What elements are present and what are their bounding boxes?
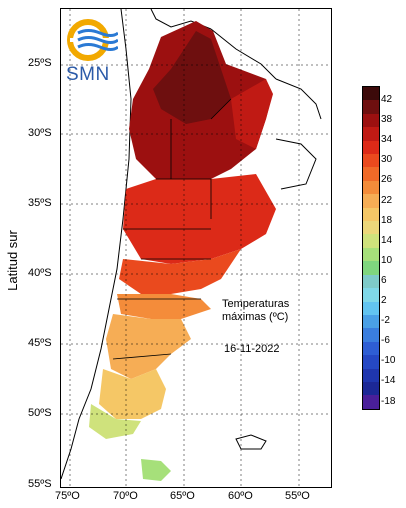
logo-text: SMN — [66, 64, 110, 85]
paraguay-outline — [210, 28, 277, 80]
colorbar-segment — [363, 207, 379, 222]
province-borders — [112, 98, 232, 360]
region-tierra-del-fuego — [141, 459, 171, 481]
lat-tick-55: 55ºS — [28, 478, 52, 490]
colorbar-segment — [363, 234, 379, 248]
colorbar-label: 2 — [381, 295, 387, 306]
colorbar-segment — [363, 87, 379, 101]
region-patagonia-mid — [106, 314, 191, 379]
colorbar-segment — [363, 288, 379, 302]
map-frame — [60, 8, 332, 488]
y-axis-title: Latitud sur — [4, 230, 20, 291]
colorbar-segment — [363, 247, 379, 262]
graticule — [61, 9, 331, 487]
colorbar-label: 14 — [381, 234, 393, 246]
colorbar-segment — [363, 395, 379, 409]
smn-logo-icon — [66, 18, 119, 88]
colorbar-segment — [363, 167, 379, 181]
lon-tick-65: 65ºO — [170, 490, 195, 502]
colorbar-segment — [363, 368, 379, 382]
colorbar-label: 10 — [381, 254, 393, 266]
chile-outline — [61, 9, 132, 480]
colorbar-label: -18 — [381, 395, 396, 407]
region-core-hottest — [153, 31, 231, 124]
colorbar-segment — [363, 301, 379, 315]
colorbar-label: -10 — [381, 355, 396, 367]
colorbar-segment — [363, 127, 379, 141]
colorbar-label: -2 — [381, 315, 390, 327]
lat-tick-40: 40ºS — [28, 267, 52, 279]
colorbar-segment — [363, 355, 379, 369]
uruguay-outline — [275, 138, 317, 190]
lon-tick-55: 55ºO — [285, 490, 310, 502]
lat-tick-30: 30ºS — [28, 127, 52, 139]
region-north-patagonia — [117, 294, 211, 319]
colorbar-label: -14 — [381, 375, 396, 387]
lon-tick-60: 60ºO — [228, 490, 253, 502]
colorbar-segment — [363, 154, 379, 168]
colorbar-segment — [363, 140, 379, 155]
lat-tick-25: 25ºS — [28, 57, 52, 69]
colorbar-label: 34 — [381, 134, 393, 146]
lon-tick-70: 70ºO — [113, 490, 138, 502]
region-santa-cruz-west — [89, 404, 141, 439]
colorbar-label: 26 — [381, 174, 393, 186]
annotation-title-line2: máximas (ºC) — [222, 311, 289, 323]
annotation-title-line1: Temperaturas — [222, 298, 290, 310]
colorbar-segment — [363, 221, 379, 235]
falklands-outline — [235, 434, 267, 450]
colorbar-segment — [363, 274, 379, 289]
brazil-outline — [275, 78, 322, 120]
lon-tick-75: 75ºO — [55, 490, 80, 502]
colorbar-label: 30 — [381, 154, 393, 166]
colorbar-segment — [363, 341, 379, 356]
lat-tick-45: 45ºS — [28, 337, 52, 349]
colorbar-segment — [363, 100, 379, 114]
annotation-date: 16-11-2022 — [224, 343, 280, 355]
region-northeast — [231, 79, 273, 149]
colorbar-segment — [363, 328, 379, 342]
map-annotation: Temperaturas máximas (ºC) 16-11-2022 — [222, 298, 289, 356]
colorbar-label: 42 — [381, 94, 393, 105]
colorbar-segment — [363, 261, 379, 275]
colorbar-segment — [363, 314, 379, 329]
colorbar-label: 6 — [381, 274, 387, 286]
lat-tick-35: 35ºS — [28, 197, 52, 209]
colorbar — [362, 86, 380, 410]
colorbar-label: -6 — [381, 335, 390, 347]
colorbar-segment — [363, 113, 379, 128]
temperature-map — [61, 9, 331, 487]
colorbar-label: 22 — [381, 194, 393, 206]
colorbar-segment — [363, 180, 379, 195]
colorbar-segment — [363, 381, 379, 396]
colorbar-segment — [363, 194, 379, 208]
region-center — [123, 174, 276, 264]
lat-tick-50: 50ºS — [28, 407, 52, 419]
colorbar-label: 38 — [381, 114, 393, 126]
colorbar-label: 18 — [381, 214, 393, 226]
region-pampas — [119, 249, 241, 294]
region-patagonia-south — [99, 369, 166, 419]
